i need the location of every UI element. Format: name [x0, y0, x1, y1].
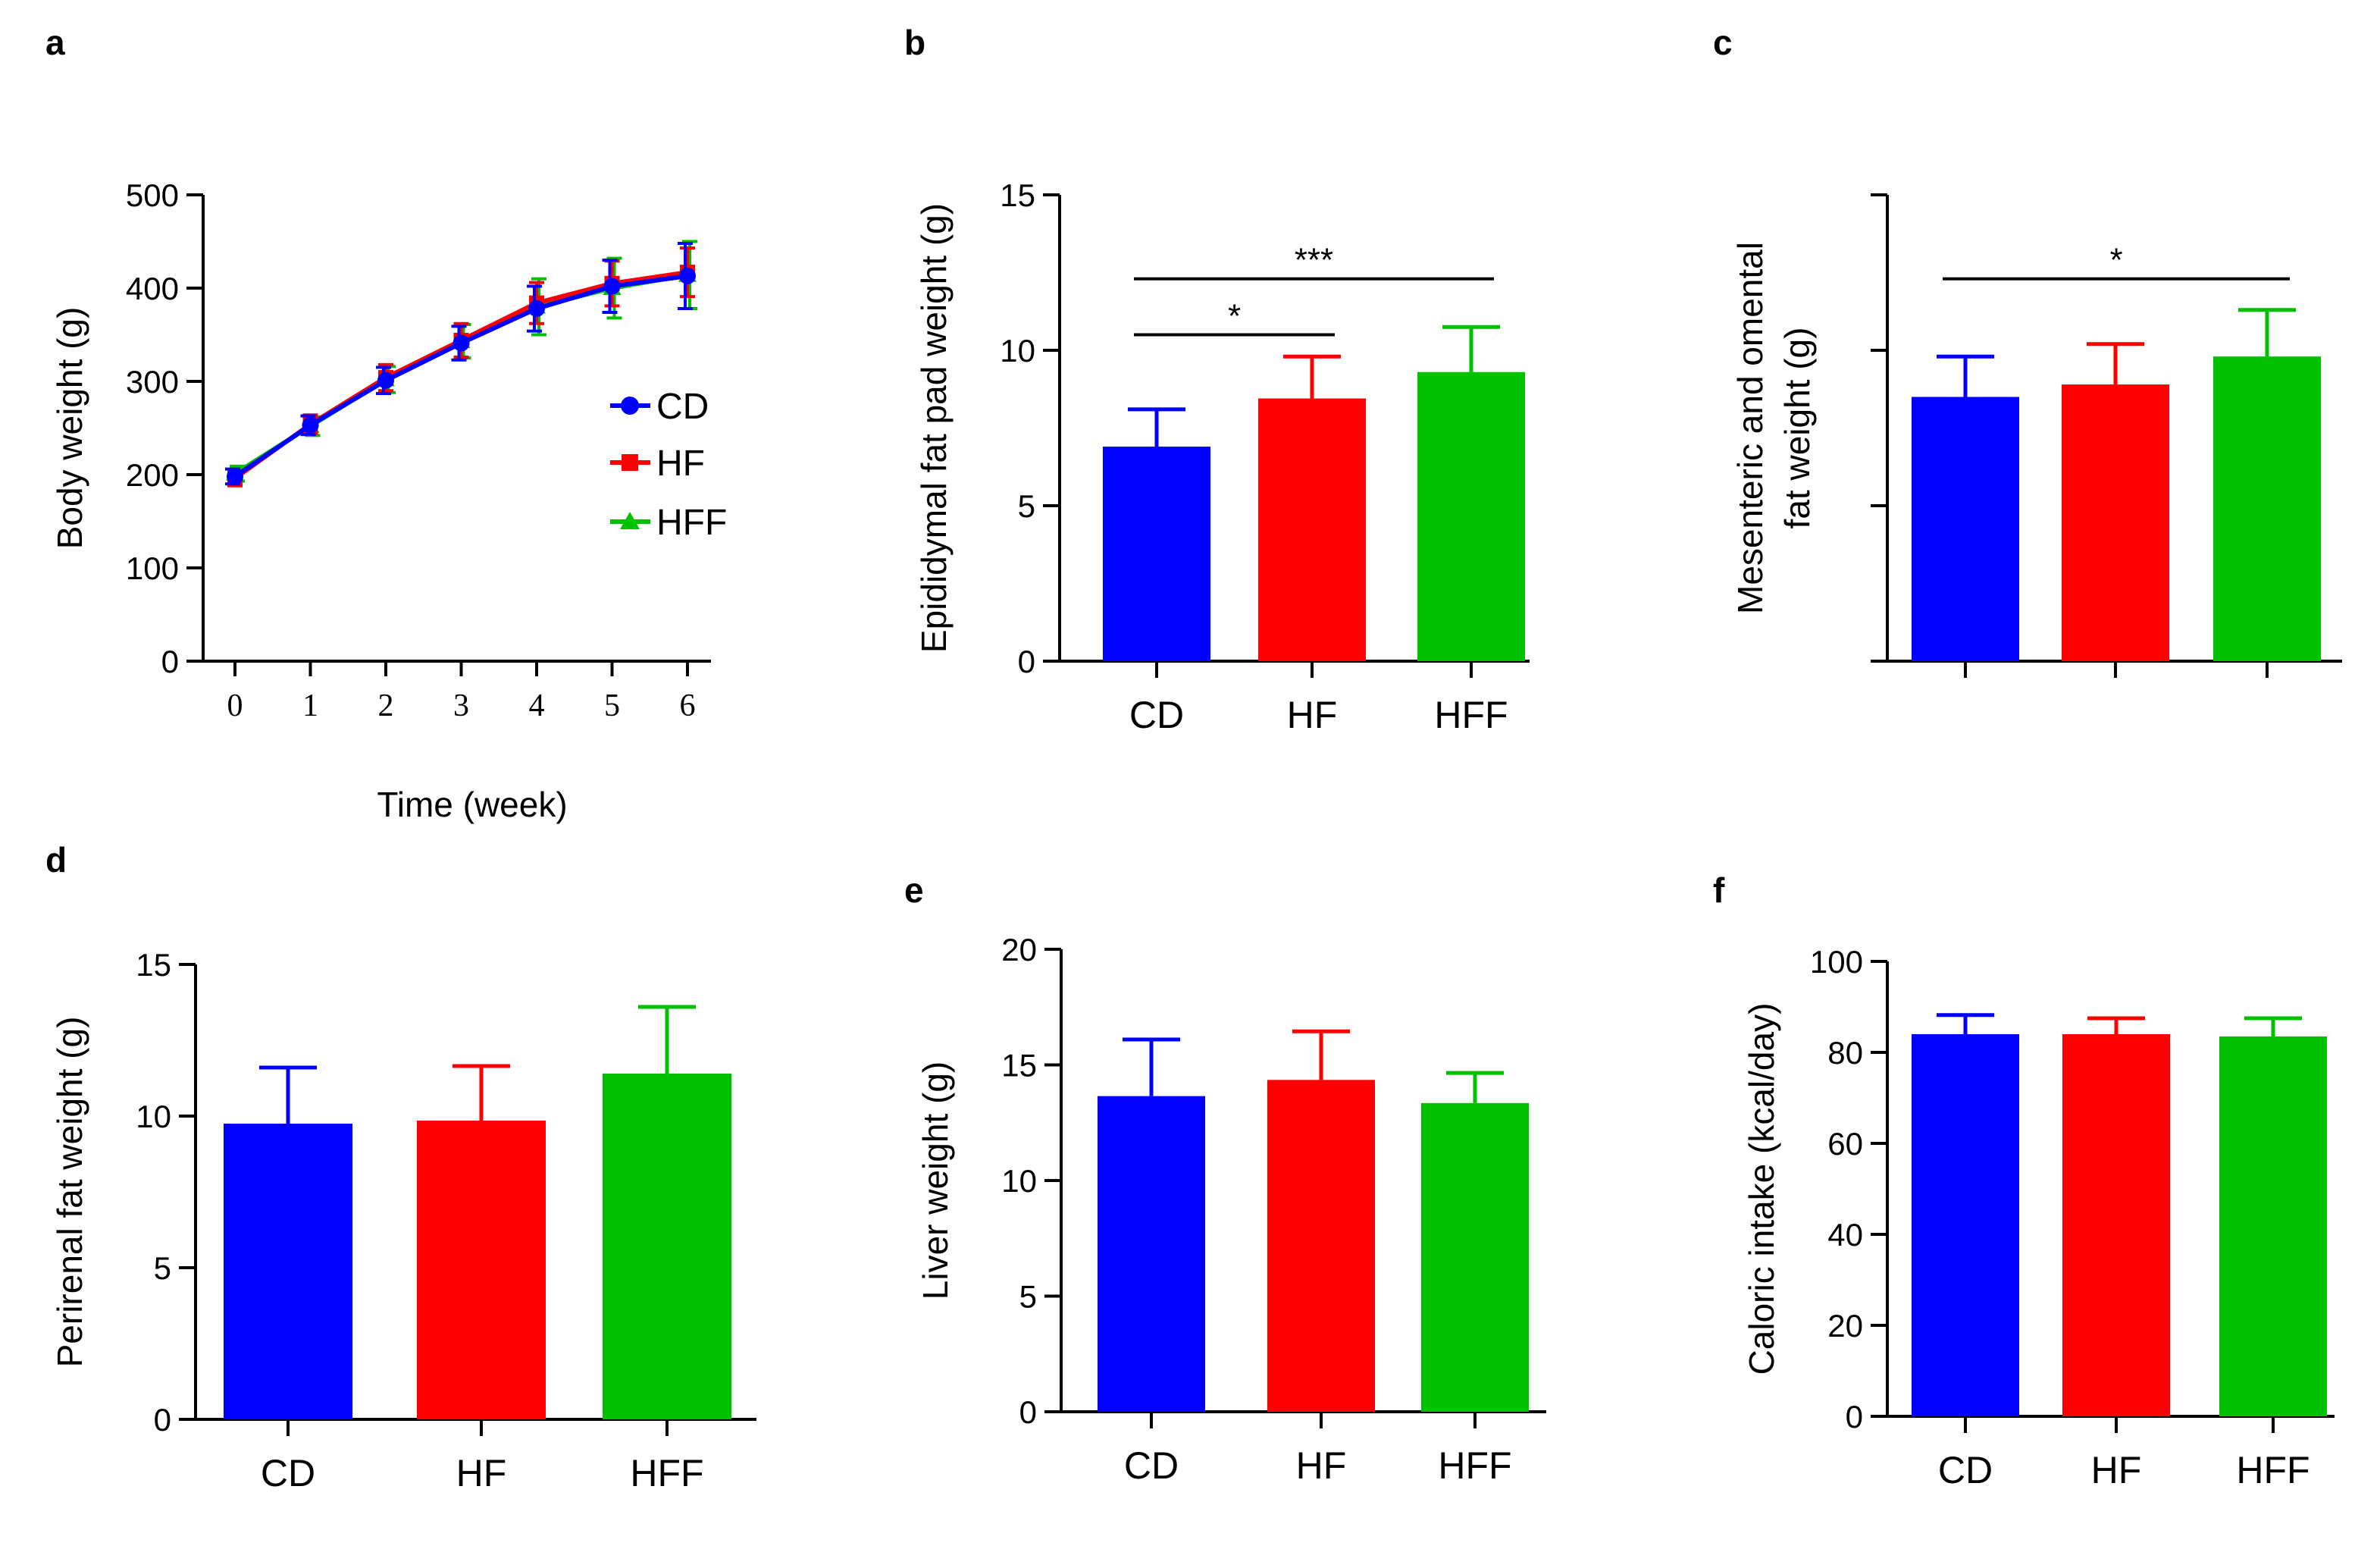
panel-label: d — [45, 840, 67, 880]
legend: CD HF HFF — [610, 387, 727, 543]
y-tick-label: 10 — [136, 1099, 171, 1134]
data-point — [302, 416, 319, 434]
y-tick-label: 0 — [1019, 1394, 1037, 1430]
x-tick-label: HF — [1296, 1444, 1347, 1487]
y-tick-label: 500 — [126, 177, 179, 213]
x-tick-label: 6 — [680, 688, 696, 723]
y-tick-label: 100 — [1810, 944, 1863, 980]
panel-a: a 0 100 200 300 400 500 Body weight (g) 0 1 2 3 4 5 6 T… — [45, 23, 727, 824]
y-axis-title: Epididymal fat pad weight (g) — [914, 203, 954, 653]
x-tick-label: HFF — [1434, 694, 1508, 736]
x-tick-label: CD — [1129, 694, 1184, 736]
legend-label: CD — [656, 387, 709, 427]
panel-f: f 0 20 40 60 80 100 Caloric intake (kcal/day) CD… — [1713, 870, 2335, 1491]
x-tick-label: 0 — [227, 688, 243, 723]
data-point — [453, 334, 470, 352]
legend-marker — [621, 397, 639, 415]
y-tick-label: 20 — [1001, 932, 1037, 967]
y-tick-label: 15 — [136, 947, 171, 983]
x-tick-label: 3 — [453, 688, 469, 723]
bar-HFF — [2213, 356, 2321, 661]
y-tick-label: 5 — [1019, 1279, 1037, 1315]
significance-label: * — [2109, 242, 2122, 279]
x-tick-label: 5 — [604, 688, 620, 723]
y-tick-label: 80 — [1827, 1035, 1863, 1071]
bar-HFF — [2219, 1036, 2327, 1416]
panel-label: e — [904, 870, 924, 910]
bar-HF — [2062, 384, 2169, 661]
y-tick-label: 10 — [1000, 333, 1035, 368]
bar-HF — [1258, 398, 1366, 661]
bar-HFF — [603, 1074, 731, 1419]
x-tick-label: HF — [1287, 694, 1338, 736]
x-tick-label: HFF — [1438, 1444, 1511, 1487]
bar-CD — [1912, 1034, 2019, 1416]
y-axis-title: Liver weight (g) — [916, 1061, 955, 1300]
y-tick-label: 20 — [1827, 1308, 1863, 1344]
panel-label: f — [1713, 870, 1725, 910]
panel-e: e 0 5 10 15 20 Liver weight (g) CD HF HFF — [904, 870, 1546, 1487]
panel-label: a — [45, 23, 65, 62]
y-tick-label: 0 — [1018, 644, 1035, 679]
y-tick-label: 10 — [1001, 1163, 1037, 1199]
x-tick-label: HFF — [2236, 1449, 2310, 1491]
y-axis-title: Mesenteric and omental — [1730, 242, 1770, 614]
bar-HF — [2062, 1034, 2170, 1416]
panel-label: c — [1713, 23, 1733, 62]
y-axis-title: Perirenal fat weight (g) — [50, 1017, 89, 1368]
bar-CD — [1103, 447, 1210, 661]
x-tick-label: 1 — [302, 688, 318, 723]
y-tick-label: 400 — [126, 271, 179, 306]
x-tick-label: CD — [1124, 1444, 1179, 1487]
bar-CD — [1098, 1096, 1205, 1412]
data-point — [603, 278, 621, 295]
bar-HF — [417, 1121, 546, 1419]
bar-HF — [1267, 1080, 1375, 1412]
x-tick-label: HF — [456, 1452, 507, 1494]
legend-label: HF — [656, 444, 705, 484]
y-tick-label: 5 — [154, 1250, 171, 1286]
bar-CD — [224, 1124, 352, 1419]
x-axis-title: Time (week) — [377, 785, 567, 824]
y-tick-label: 0 — [161, 644, 179, 679]
y-tick-label: 60 — [1827, 1126, 1863, 1162]
y-tick-label: 15 — [1001, 1048, 1037, 1083]
x-tick-label: HFF — [630, 1452, 703, 1494]
legend-marker — [620, 512, 640, 529]
x-tick-label: 4 — [529, 688, 545, 723]
x-tick-label: HF — [2091, 1449, 2142, 1491]
y-tick-label: 300 — [126, 364, 179, 400]
y-tick-label: 40 — [1827, 1217, 1863, 1253]
bar-HFF — [1421, 1102, 1529, 1412]
y-tick-label: 5 — [1018, 488, 1035, 524]
y-axis-title: Caloric intake (kcal/day) — [1742, 1003, 1781, 1375]
y-axis-title: fat weight (g) — [1777, 328, 1817, 529]
x-tick-label: 2 — [378, 688, 394, 723]
y-tick-label: 200 — [126, 457, 179, 493]
x-tick-label: CD — [261, 1452, 315, 1494]
legend-label: HFF — [656, 503, 727, 543]
y-tick-label: 0 — [154, 1402, 171, 1438]
x-tick-label: CD — [1938, 1449, 1993, 1491]
y-tick-label: 15 — [1000, 177, 1035, 213]
y-axis-title: Body weight (g) — [50, 307, 89, 550]
bar-HFF — [1417, 372, 1525, 661]
y-tick-label: 100 — [126, 550, 179, 586]
y-tick-label: 0 — [1846, 1399, 1863, 1435]
panel-b: b 0 5 10 15 Epididymal fat pad weight (g) CD HF… — [904, 23, 1530, 736]
bar-CD — [1912, 397, 2019, 661]
series-CD — [225, 241, 696, 486]
panel-c: c Mesenteric and omental fat weight (g) * — [1713, 23, 2342, 678]
panel-d: d 0 5 10 15 Perirenal fat weight (g) CD HF HFF — [45, 840, 756, 1494]
data-point — [227, 468, 243, 485]
data-point — [377, 372, 394, 389]
legend-marker — [622, 454, 638, 471]
data-point — [679, 268, 696, 285]
significance-label: * — [1228, 298, 1241, 335]
panel-label: b — [904, 23, 925, 62]
series-line — [233, 270, 688, 481]
data-point — [528, 300, 545, 318]
significance-label: *** — [1295, 242, 1333, 279]
